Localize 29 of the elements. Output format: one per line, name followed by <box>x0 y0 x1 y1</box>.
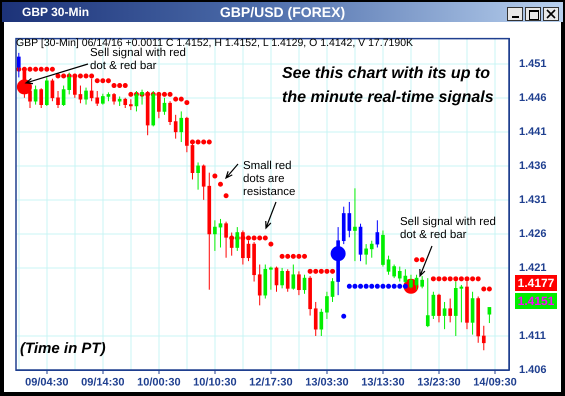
y-tick-label: 1.421 <box>519 262 547 274</box>
annotation: Sell signal with red dot & red bar <box>90 47 186 73</box>
y-tick-label: 1.446 <box>519 92 547 104</box>
y-tick-label: 1.431 <box>519 194 547 206</box>
y-tick-label: 1.426 <box>519 228 547 240</box>
x-tick-label: 13/03:30 <box>305 376 349 389</box>
annotation: See this chart with its up to the minute real-time signals <box>282 64 495 108</box>
y-tick-label: 1.411 <box>519 330 546 342</box>
annotation: Small red dots are resistance <box>243 160 296 199</box>
annotation: GBP [30-Min] 06/14/16 +0.0011 C 1.4152, H 1.4152, L 1.4129, O 1.4142, V 17.7190K <box>16 37 414 49</box>
annotation: Sell signal with red dot & red bar <box>400 216 497 242</box>
x-tick-label: 09/14:30 <box>81 376 125 389</box>
x-tick-label: 10/00:30 <box>137 376 181 389</box>
chart-subtitle: GBP 30-Min <box>22 5 90 19</box>
text: 1.4151 <box>515 293 557 309</box>
x-tick-label: 14/09:30 <box>473 376 517 389</box>
y-tick-label: 1.441 <box>519 126 547 138</box>
x-tick-label: 09/04:30 <box>25 376 69 389</box>
annotation: (Time in PT) <box>20 340 106 357</box>
x-tick-label: 13/13:30 <box>361 376 405 389</box>
candlestick <box>106 92 110 102</box>
y-tick-label: 1.406 <box>519 364 547 376</box>
x-tick-label: 12/17:30 <box>249 376 293 389</box>
y-tick-label: 1.436 <box>519 160 547 172</box>
text: 1.4177 <box>515 275 557 291</box>
chart-title: GBP/USD (FOREX) <box>220 4 346 20</box>
x-tick-label: 10/10:30 <box>193 376 237 389</box>
x-tick-label: 13/23:30 <box>417 376 461 389</box>
y-tick-label: 1.451 <box>519 58 547 70</box>
